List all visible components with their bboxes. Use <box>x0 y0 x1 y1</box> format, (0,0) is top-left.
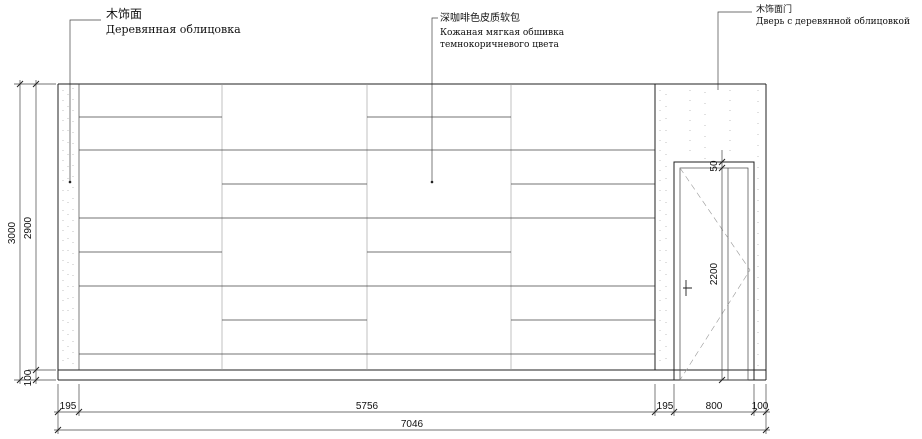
vertical-dimensions-door: 50 2200 <box>709 150 726 384</box>
dim-total-width: 7046 <box>401 419 424 430</box>
dim-height-upper: 2900 <box>23 216 34 239</box>
leader-wood-door <box>717 11 752 90</box>
annotation-wood-door: 木饰面门 Дверь с деревянной облицовкой <box>717 3 910 90</box>
annotation-wood-door-ru: Дверь с деревянной облицовкой <box>756 16 910 27</box>
dim-right-margin: 195 <box>657 401 674 412</box>
dim-door-width: 800 <box>706 401 723 412</box>
leader-dot <box>68 180 72 184</box>
dim-door-top-gap: 50 <box>709 160 720 172</box>
dim-height-total: 3000 <box>7 221 18 244</box>
wall-outline <box>57 83 767 381</box>
dim-main-width: 5756 <box>356 401 379 412</box>
left-wood-strip <box>62 84 80 370</box>
horizontal-dimensions: 195 5756 195 800 100 7046 <box>54 384 770 434</box>
right-wood-zone <box>654 84 759 370</box>
door <box>673 161 755 381</box>
annotation-leather-zh: 深咖啡色皮质软包 <box>440 11 520 24</box>
leader-wood-panel <box>69 19 101 182</box>
leader-leather <box>431 17 438 182</box>
annotation-wood-door-zh: 木饰面门 <box>756 3 792 15</box>
dim-left-margin: 195 <box>60 401 77 412</box>
annotation-leather: 深咖啡色皮质软包 Кожаная мягкая обшивка темнокор… <box>430 11 565 184</box>
dim-door-height: 2200 <box>709 262 720 285</box>
leather-panel-area <box>79 84 655 370</box>
annotation-leather-ru1: Кожаная мягкая обшивка <box>440 27 565 38</box>
annotation-leather-ru2: темнокоричневого цвета <box>440 40 559 50</box>
vertical-dimensions-left: 3000 2900 100 <box>7 80 56 386</box>
leader-dot <box>430 180 434 184</box>
dim-door-side: 100 <box>752 401 769 412</box>
door-handle-icon <box>683 280 692 296</box>
annotation-wood-panel: 木饰面 Деревянная облицовка <box>68 7 241 184</box>
dim-height-base: 100 <box>23 369 34 386</box>
annotation-wood-panel-zh: 木饰面 <box>106 7 142 21</box>
annotation-wood-panel-ru: Деревянная облицовка <box>106 23 241 36</box>
